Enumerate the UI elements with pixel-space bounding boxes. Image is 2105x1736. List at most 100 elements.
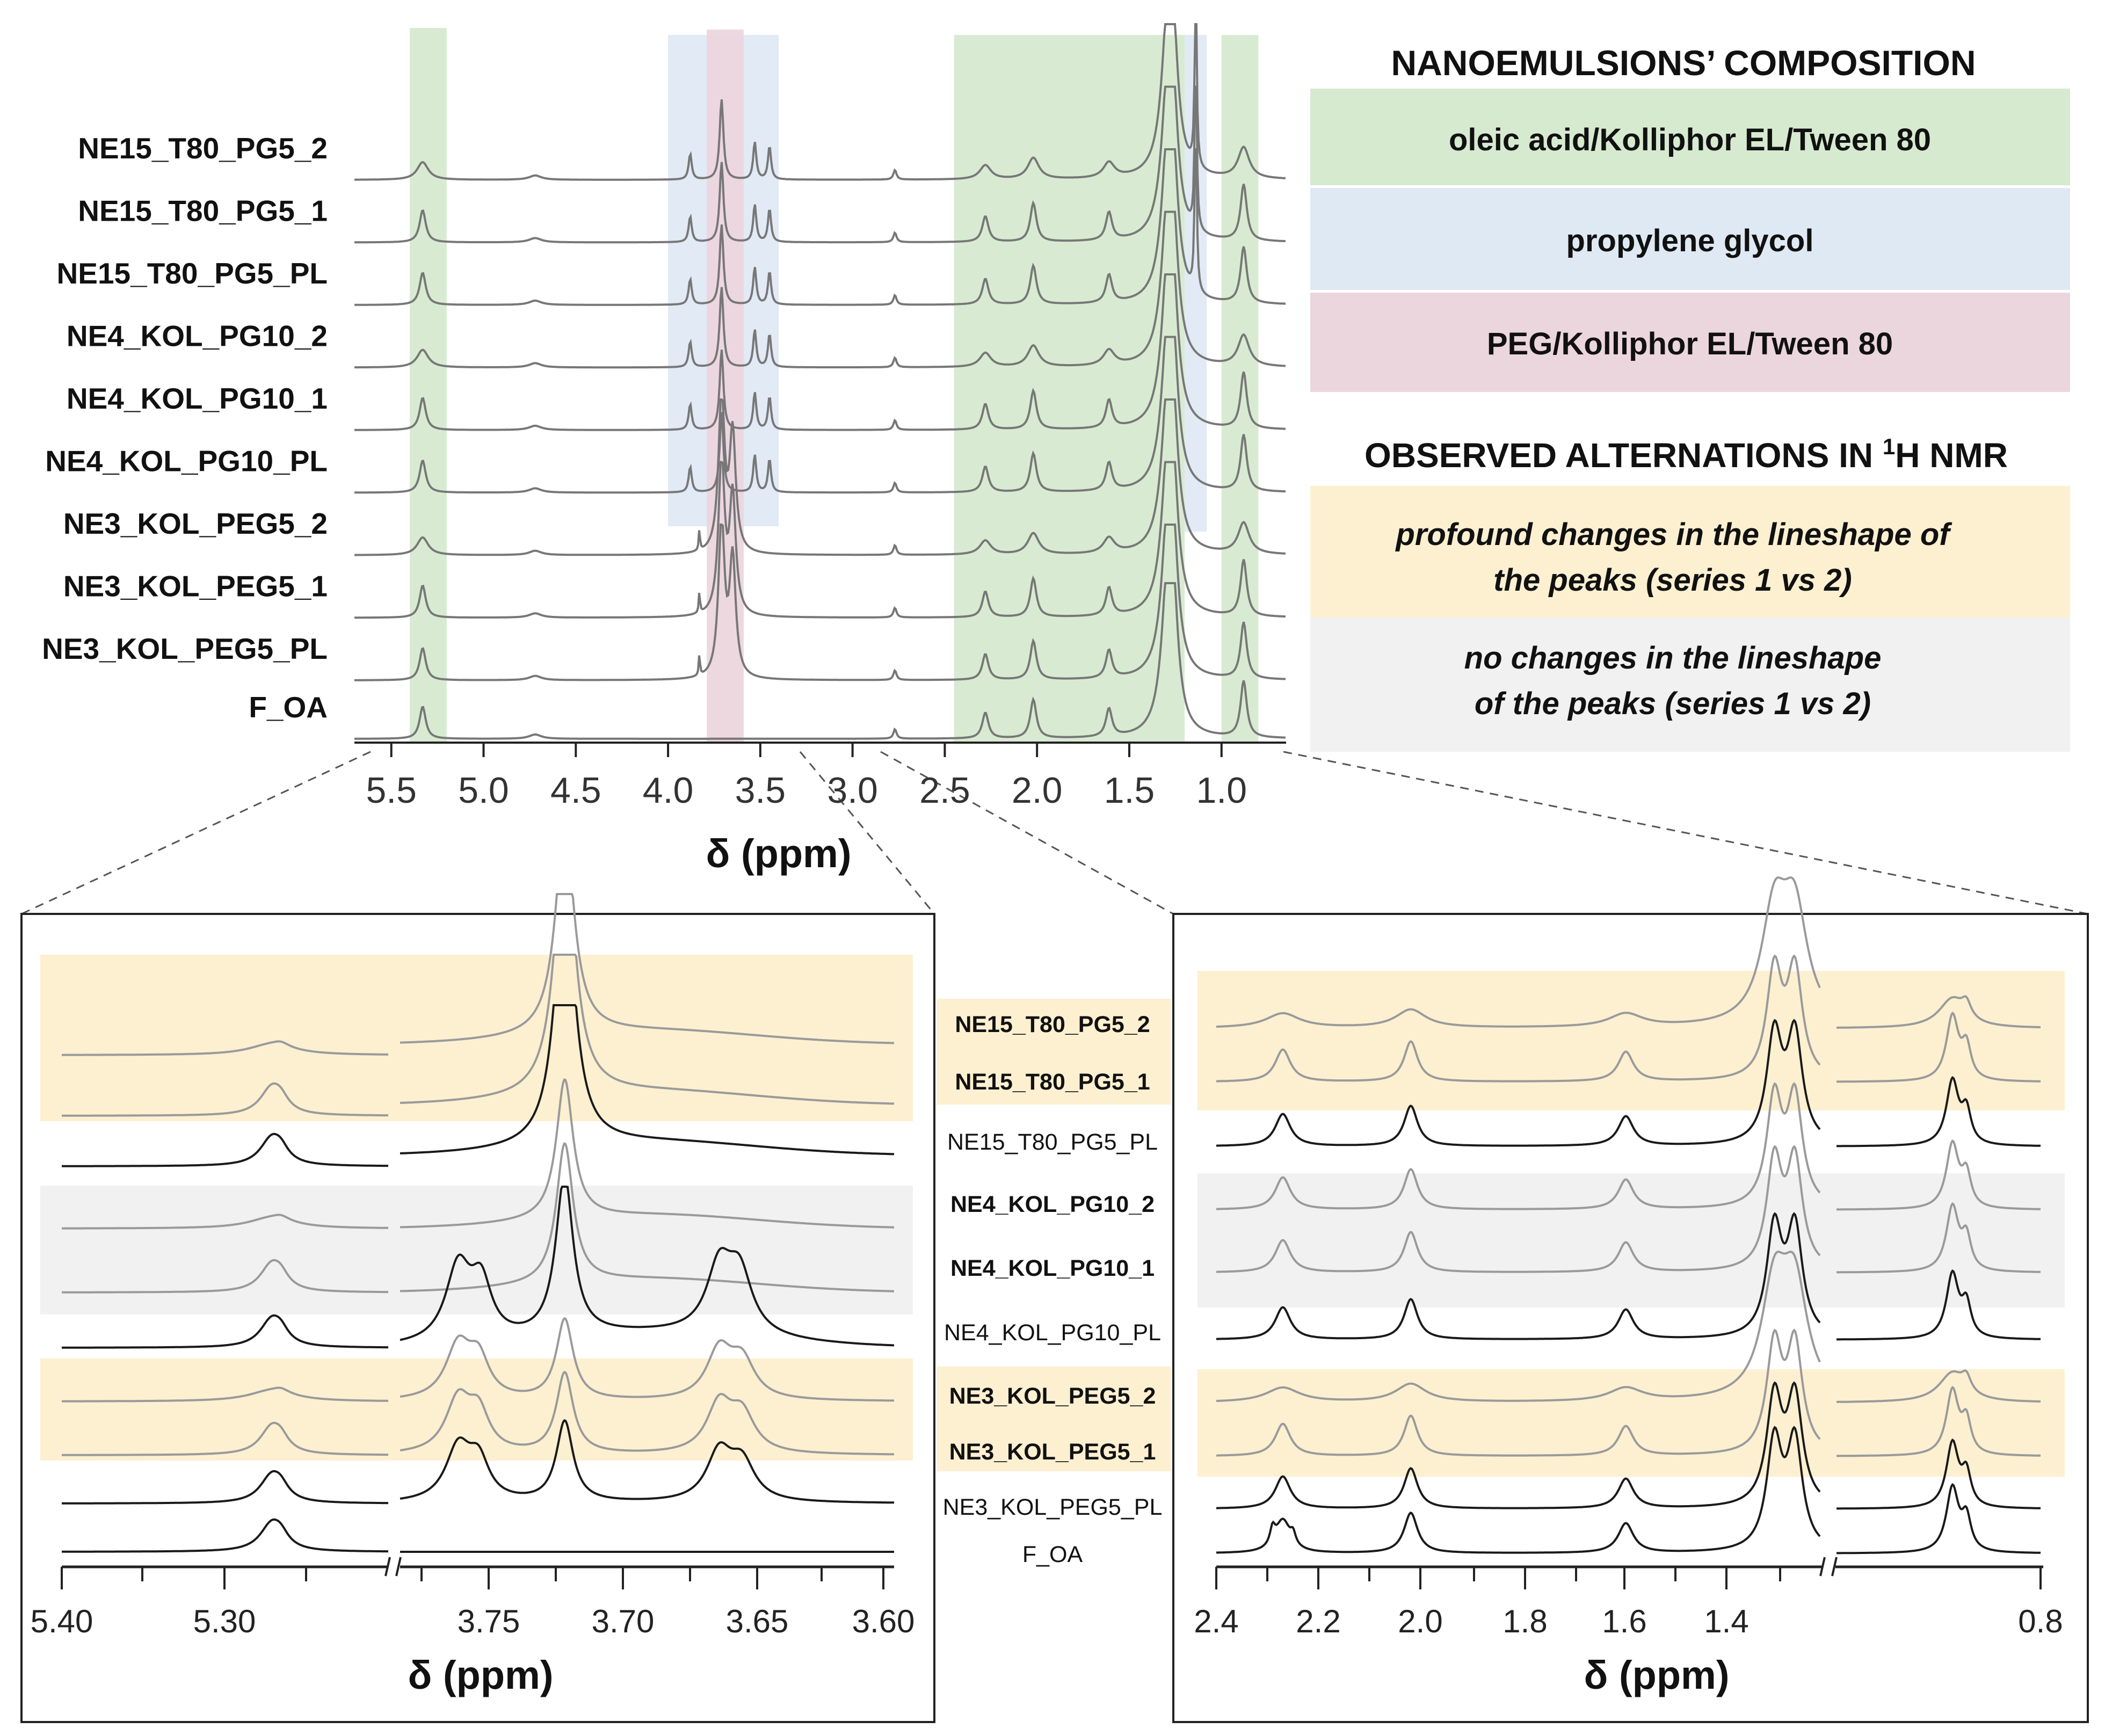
legend-band-profound-changes: [1310, 486, 2070, 618]
right-band-2: [1197, 1369, 2065, 1477]
left-tick-label-5.40: 5.40: [31, 1603, 93, 1639]
overview-tick-label-3.0: 3.0: [827, 770, 878, 811]
overview-band-green-5: [1221, 35, 1259, 743]
left-tick-label-5.30: 5.30: [193, 1603, 256, 1639]
right-trace-ne15-t80-pg5-pl-seg1: [1837, 1076, 2041, 1147]
overview-trace-ne15-t80-pg5-pl: [354, 148, 1286, 306]
right-trace-ne15-t80-pg5-pl-seg0: [1216, 1019, 1821, 1147]
left-trace-ne3-kol-peg5-1-seg1: [400, 1370, 894, 1456]
left-tick-label-3.70: 3.70: [592, 1603, 655, 1639]
overview-trace-ne3-kol-peg5-2: [354, 398, 1286, 556]
left-trace-ne3-kol-peg5-2-seg0: [62, 1386, 389, 1403]
left-band-2: [40, 1359, 913, 1461]
right-trace-f-oa-seg1: [1837, 1483, 2041, 1555]
overview-label-ne3-kol-peg5-2: NE3_KOL_PEG5_2: [63, 507, 328, 540]
right-tick-label-1.8: 1.8: [1502, 1603, 1547, 1639]
right-trace-ne3-kol-peg5-1-seg0: [1216, 1328, 1821, 1457]
overview-label-ne4-kol-pg10-1: NE4_KOL_PG10_1: [67, 382, 328, 415]
right-trace-f-oa-seg0: [1216, 1426, 1821, 1554]
left-trace-ne3-kol-peg5-2-seg1: [400, 1317, 894, 1402]
left-x-axis: 5.40 5.30 3.75 3.70 3.65 3.60: [31, 1557, 915, 1639]
overview-label-ne3-kol-peg5-pl: NE3_KOL_PEG5_PL: [42, 632, 328, 665]
legend: NANOEMULSIONS’ COMPOSITION oleic acid/Ko…: [1310, 43, 2070, 752]
left-traces: [62, 893, 894, 1553]
right-trace-ne15-t80-pg5-1-seg1: [1837, 1011, 2041, 1083]
overview-x-axis-label: δ (ppm): [706, 831, 852, 876]
legend-band-oleic: [1310, 89, 2070, 185]
right-tick-label-2.0: 2.0: [1398, 1603, 1442, 1639]
right-band-0: [1197, 971, 2065, 1110]
middle-label-ne15-t80-pg5-1: NE15_T80_PG5_1: [955, 1069, 1150, 1095]
left-x-axis-label: δ (ppm): [408, 1653, 554, 1697]
right-tick-label-0.8: 0.8: [2018, 1603, 2063, 1639]
right-trace-ne3-kol-peg5-2-seg0: [1216, 1251, 1821, 1402]
overview-highlight-bands: [410, 28, 1259, 743]
middle-label-ne3-kol-peg5-1: NE3_KOL_PEG5_1: [949, 1439, 1156, 1465]
overview-tick-label-3.5: 3.5: [735, 770, 786, 811]
overview-tick-label-2.0: 2.0: [1012, 770, 1063, 811]
overview-label-ne15-t80-pg5-2: NE15_T80_PG5_2: [78, 132, 328, 165]
right-traces: [1216, 876, 2041, 1555]
left-tick-label-3.75: 3.75: [458, 1603, 520, 1639]
left-trace-ne4-kol-pg10-1-seg1: [400, 1142, 894, 1292]
overview-trace-ne4-kol-pg10-pl: [354, 336, 1286, 494]
middle-band-0: [937, 999, 1171, 1105]
alterations-title: OBSERVED ALTERNATIONS IN 1H NMR: [1364, 434, 2008, 475]
overview-tick-label-5.0: 5.0: [458, 770, 509, 811]
left-trace-f-oa-seg0: [62, 1518, 389, 1553]
overview-label-ne15-t80-pg5-pl: NE15_T80_PG5_PL: [57, 257, 328, 290]
right-trace-ne4-kol-pg10-2-seg1: [1837, 1139, 2041, 1211]
middle-label-f-oa: F_OA: [1022, 1542, 1083, 1567]
right-trace-ne3-kol-peg5-2-seg1: [1837, 1369, 2041, 1403]
overview-trace-ne4-kol-pg10-1: [354, 273, 1286, 431]
right-x-axis: 2.4 2.2 2.0 1.8 1.6 1.4 0.8: [1194, 1557, 2063, 1639]
left-trace-ne15-t80-pg5-pl-seg1: [400, 1004, 894, 1156]
left-axis-break-mark: [384, 1557, 402, 1577]
overview-spectra-panel: NE15_T80_PG5_2 NE15_T80_PG5_1 NE15_T80_PG5…: [42, 23, 1286, 876]
left-trace-ne3-kol-peg5-pl-seg1: [400, 1419, 894, 1504]
middle-label-ne3-kol-peg5-2: NE3_KOL_PEG5_2: [949, 1383, 1156, 1409]
right-tick-label-2.2: 2.2: [1296, 1603, 1340, 1639]
overview-trace-ne15-t80-pg5-1: [354, 85, 1286, 244]
right-trace-ne3-kol-peg5-pl-seg0: [1216, 1381, 1821, 1509]
left-trace-ne15-t80-pg5-pl-seg0: [62, 1132, 389, 1167]
left-trace-ne15-t80-pg5-2-seg1: [400, 893, 894, 1044]
left-trace-ne4-kol-pg10-pl-seg0: [62, 1314, 389, 1349]
overview-tick-label-4.5: 4.5: [550, 770, 601, 811]
overview-label-ne15-t80-pg5-1: NE15_T80_PG5_1: [78, 194, 328, 228]
overview-traces: [354, 23, 1286, 740]
left-zoom-panel: 5.40 5.30 3.75 3.70 3.65 3.60 δ (ppm): [20, 893, 935, 1723]
overview-x-ticks: 5.5 5.0 4.5 4.0 3.5 3.0 2.5 2.0 1.5 1.0: [366, 743, 1247, 811]
overview-tick-label-4.0: 4.0: [643, 770, 694, 811]
overview-trace-ne15-t80-pg5-2: [354, 23, 1286, 181]
middle-label-ne15-t80-pg5-pl: NE15_T80_PG5_PL: [947, 1129, 1158, 1155]
legend-label-oleic: oleic acid/Kolliphor EL/Tween 80: [1449, 122, 1931, 157]
left-band-1: [40, 1186, 913, 1314]
left-highlight-bands: [40, 955, 913, 1461]
legend-label-propylene-glycol: propylene glycol: [1566, 223, 1814, 258]
right-trace-ne15-t80-pg5-2-seg0: [1216, 876, 1821, 1028]
composition-title: NANOEMULSIONS’ COMPOSITION: [1391, 43, 1976, 83]
left-tick-label-3.60: 3.60: [852, 1603, 915, 1639]
left-trace-ne4-kol-pg10-2-seg0: [62, 1214, 389, 1230]
middle-band-1: [937, 1367, 1171, 1471]
right-trace-ne15-t80-pg5-2-seg1: [1837, 995, 2041, 1029]
right-trace-ne4-kol-pg10-1-seg1: [1837, 1202, 2041, 1274]
left-trace-ne4-kol-pg10-1-seg0: [62, 1259, 389, 1294]
right-tick-label-1.6: 1.6: [1602, 1603, 1646, 1639]
right-trace-ne3-kol-peg5-pl-seg1: [1837, 1438, 2041, 1510]
overview-tick-label-2.5: 2.5: [919, 770, 970, 811]
overview-tick-label-1.0: 1.0: [1196, 770, 1247, 811]
legend-band-peg: [1310, 293, 2070, 392]
zoom-connector-lines: [21, 751, 2088, 915]
left-trace-ne15-t80-pg5-1-seg0: [62, 1082, 389, 1117]
overview-trace-ne3-kol-peg5-pl: [354, 524, 1286, 681]
left-trace-ne3-kol-peg5-pl-seg0: [62, 1470, 389, 1505]
middle-label-ne4-kol-pg10-1: NE4_KOL_PG10_1: [950, 1255, 1155, 1281]
overview-label-ne4-kol-pg10-pl: NE4_KOL_PG10_PL: [45, 445, 328, 478]
right-trace-ne3-kol-peg5-1-seg1: [1837, 1385, 2041, 1457]
middle-label-ne3-kol-peg5-pl: NE3_KOL_PEG5_PL: [943, 1494, 1163, 1520]
overview-trace-f-oa: [354, 582, 1286, 740]
right-trace-ne4-kol-pg10-pl-seg0: [1216, 1212, 1821, 1340]
